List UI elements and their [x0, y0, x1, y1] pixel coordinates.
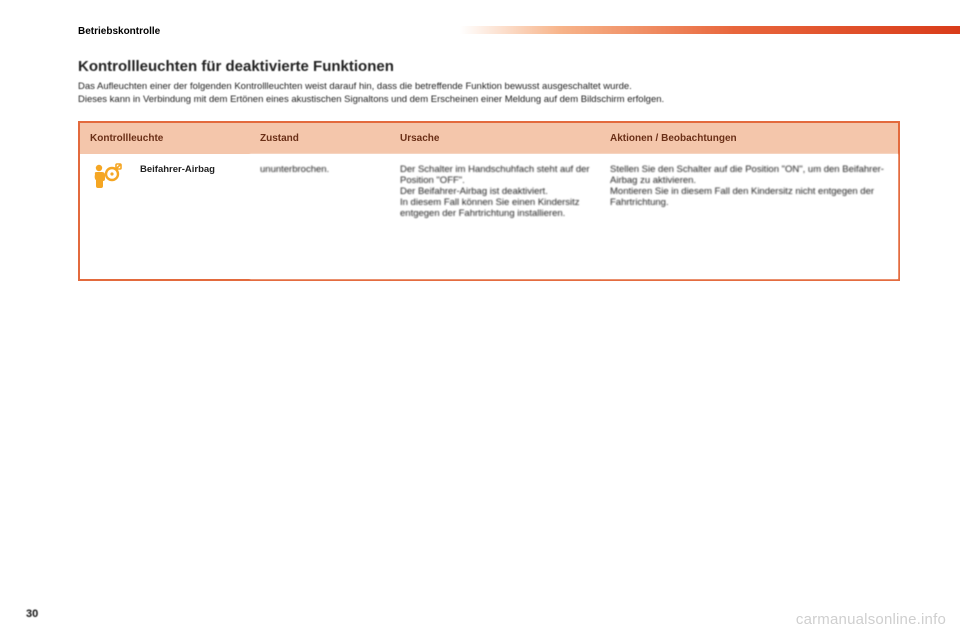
th-indicator: Kontrollleuchte	[80, 123, 250, 154]
row-name: Beifahrer-Airbag	[140, 164, 215, 175]
page-content: Kontrollleuchten für deaktivierte Funkti…	[78, 58, 900, 281]
airbag-icon-cell	[80, 154, 130, 279]
row-state-cell: ununterbrochen.	[250, 154, 390, 279]
th-cause: Ursache	[390, 123, 600, 154]
table-header-row: Kontrollleuchte Zustand Ursache Aktionen…	[80, 123, 898, 154]
row-name-cell: Beifahrer-Airbag	[130, 154, 250, 279]
intro-line-1: Das Aufleuchten einer der folgenden Kont…	[78, 81, 632, 92]
th-actions: Aktionen / Beobachtungen	[600, 123, 898, 154]
section-label: Betriebskontrolle	[78, 26, 160, 37]
th-state: Zustand	[250, 123, 390, 154]
header-gradient	[460, 26, 960, 34]
watermark: carmanualsonline.info	[796, 611, 946, 628]
row-actions-cell: Stellen Sie den Schalter auf die Positio…	[600, 154, 898, 279]
intro-line-2: Dieses kann in Verbindung mit dem Ertöne…	[78, 94, 664, 105]
page-title: Kontrollleuchten für deaktivierte Funkti…	[78, 58, 900, 75]
intro-text: Das Aufleuchten einer der folgenden Kont…	[78, 81, 900, 107]
table-row: Beifahrer-Airbag ununterbrochen. Der Sch…	[80, 154, 898, 279]
passenger-airbag-off-icon	[88, 162, 124, 190]
page-number: 30	[26, 608, 38, 620]
row-cause-cell: Der Schalter im Handschuhfach steht auf …	[390, 154, 600, 279]
indicator-table: Kontrollleuchte Zustand Ursache Aktionen…	[78, 121, 900, 281]
